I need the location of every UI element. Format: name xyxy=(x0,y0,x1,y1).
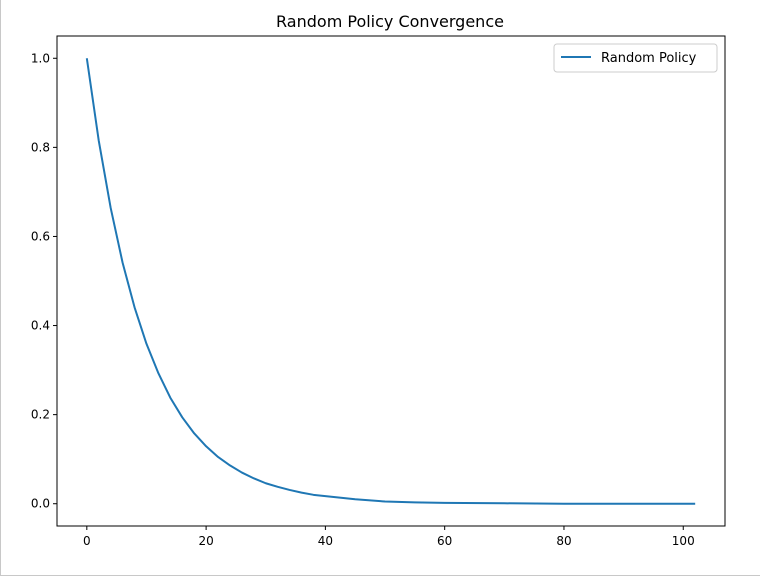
plot-area-frame xyxy=(56,35,726,527)
legend[interactable]: Random Policy xyxy=(553,43,718,73)
series-lines xyxy=(85,58,696,505)
series-line-random-policy[interactable] xyxy=(85,58,696,505)
x-tick-label: 60 xyxy=(437,534,452,548)
y-tick-label: 0.2 xyxy=(31,408,50,422)
legend-label-random-policy: Random Policy xyxy=(601,51,697,66)
y-tick-label: 0.8 xyxy=(31,140,50,154)
y-tick-label: 0.6 xyxy=(31,229,50,243)
axis-ticks: 0 20 40 60 80 100 0.0 0.2 0.4 0.6 0.8 1.0 xyxy=(31,51,695,548)
figure-frame xyxy=(0,0,760,576)
y-tick-label: 0.0 xyxy=(31,497,50,511)
x-tick-label: 80 xyxy=(556,534,571,548)
x-tick-label: 20 xyxy=(198,534,213,548)
y-tick-label: 1.0 xyxy=(31,51,50,65)
legend-box xyxy=(553,43,718,73)
x-tick-label: 100 xyxy=(672,534,695,548)
x-tick-label: 40 xyxy=(318,534,333,548)
x-tick-label: 0 xyxy=(83,534,91,548)
chart-title: Random Policy Convergence xyxy=(276,12,504,31)
y-tick-label: 0.4 xyxy=(31,319,50,333)
